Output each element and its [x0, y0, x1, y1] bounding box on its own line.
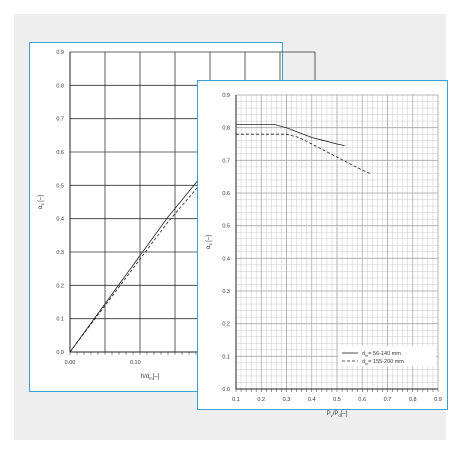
front-chart-series-1-line — [236, 124, 345, 146]
front-chart-x-tick-label: 0.2 — [257, 397, 265, 403]
back-chart-y-tick-label: 0.7 — [56, 117, 64, 123]
front-chart-x-tick-label: 0.1 — [232, 397, 240, 403]
back-chart-y-tick-label: 0.1 — [56, 317, 64, 323]
back-chart-y-tick-label: 0.2 — [56, 283, 64, 289]
front-chart-x-tick-label: 0.6 — [358, 397, 366, 403]
back-chart-y-tick-label: 0.3 — [56, 250, 64, 256]
front-chart-y-tick-label: 0.0 — [222, 387, 230, 393]
front-chart-y-tick-label: 0.6 — [222, 191, 230, 197]
back-chart-x-axis-label: h/dm[–] — [141, 374, 160, 381]
back-chart-y-tick-label: 0.6 — [56, 150, 64, 156]
front-chart-legend-label-1: dm= 56-140 mm — [362, 351, 401, 358]
front-chart-y-tick-label: 0.3 — [222, 289, 230, 295]
front-chart-x-axis-label: Pv/Pd[–] — [327, 411, 348, 418]
front-chart-y-tick-label: 0.8 — [222, 126, 230, 132]
back-chart-y-tick-label: 0.4 — [56, 217, 64, 223]
back-chart-x-tick-label: 0.00 — [65, 360, 76, 366]
front-chart-y-tick-label: 0.5 — [222, 224, 230, 230]
back-chart-y-tick-label: 0.9 — [56, 50, 64, 56]
back-chart-y-tick-label: 0.0 — [56, 350, 64, 356]
front-chart-y-tick-label: 0.9 — [222, 93, 230, 99]
front-chart-y-tick-label: 0.7 — [222, 158, 230, 164]
front-chart-y-axis-label: αs [–] — [206, 235, 213, 249]
front-chart-y-tick-label: 0.2 — [222, 322, 230, 328]
back-chart-y-tick-label: 0.5 — [56, 183, 64, 189]
front-chart-x-tick-label: 0.8 — [409, 397, 417, 403]
front-chart-x-tick-label: 0.3 — [283, 397, 291, 403]
front-chart-sheet: 0.0 0.1 0.2 0.3 0.4 0.5 0.6 0.7 0.8 0.9 0.1 0.2 0.3 0… — [197, 80, 448, 418]
front-chart-x-tick-label: 0.7 — [384, 397, 392, 403]
front-chart-y-tick-label: 0.4 — [222, 256, 230, 262]
front-chart-x-tick-label: 0.9 — [434, 397, 442, 403]
front-chart-svg: 0.00.10.20.30.40.50.60.70.80.90.1 0.2 0.3 0… — [206, 93, 442, 418]
back-chart-y-axis-label: αs [–] — [38, 195, 45, 209]
front-chart-y-tick-label: 0.1 — [222, 354, 230, 360]
front-chart-x-tick-label: 0.4 — [308, 397, 316, 403]
back-chart-y-tick-label: 0.8 — [56, 83, 64, 89]
front-chart-legend-box — [338, 346, 436, 366]
front-chart-series-2-line — [236, 133, 370, 174]
front-chart-legend-label-2: dm= 155-200 mm — [362, 359, 404, 366]
front-chart-x-tick-label: 0.5 — [333, 397, 341, 403]
back-chart-x-tick-label: 0.10 — [130, 360, 141, 366]
